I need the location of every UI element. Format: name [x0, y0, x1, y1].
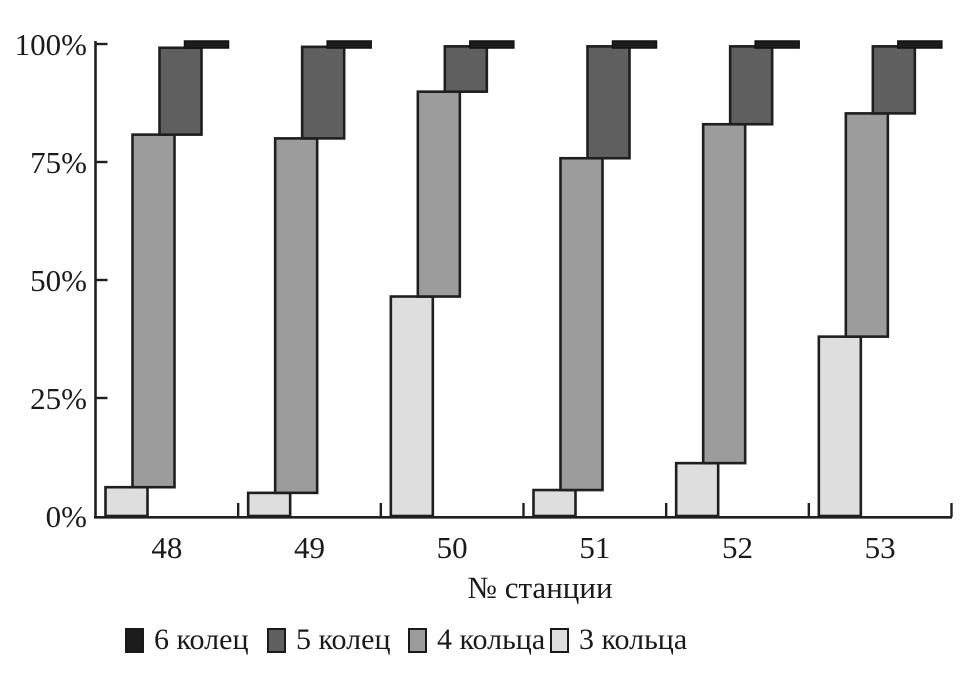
y-tick-label: 0%: [46, 499, 87, 534]
legend-label-5-rings: 5 колец: [296, 623, 391, 656]
bar-segment-53-4-кольца: [844, 112, 890, 338]
bar-segment-49-3-кольца: [246, 491, 292, 518]
legend-swatch-4-rings: [408, 627, 427, 653]
bar-segment-49-4-кольца: [273, 137, 319, 495]
bar-segment-49-5-колец: [300, 45, 346, 140]
bar-segment-49-6-колец: [326, 40, 372, 49]
y-tick-label: 25%: [30, 381, 87, 416]
x-category-label: 50: [437, 530, 468, 565]
legend-item-4-rings: 4 кольца: [408, 623, 546, 656]
y-tick-label: 50%: [30, 263, 87, 298]
bar-segment-50-4-кольца: [416, 90, 462, 298]
bar-segment-51-3-кольца: [532, 488, 577, 518]
bar-segment-50-3-кольца: [389, 295, 435, 518]
x-axis-title: № станции: [467, 570, 613, 605]
bar-segment-48-6-колец: [183, 40, 230, 49]
legend-label-6-rings: 6 колец: [154, 623, 249, 656]
x-category-label: 48: [151, 530, 182, 565]
chart-canvas: 0% 25% 50% 75% 100% 48 49 50 51 52 53: [15, 27, 953, 565]
legend-label-4-rings: 4 кольца: [437, 623, 546, 656]
y-tick-label: 75%: [30, 145, 87, 180]
bar-segment-52-4-кольца: [701, 122, 747, 465]
bar-segment-51-5-колец: [586, 45, 631, 160]
x-category-label: 51: [579, 530, 610, 565]
bar-segment-52-5-колец: [728, 45, 774, 126]
bar-segment-50-6-колец: [469, 40, 515, 49]
bar-segment-52-3-кольца: [674, 461, 720, 518]
bar-segment-52-6-колец: [754, 40, 800, 49]
bar-segment-53-6-колец: [897, 40, 943, 49]
x-category-label: 49: [294, 530, 325, 565]
legend-item-3-rings: 3 кольца: [550, 623, 688, 656]
bar-segment-53-5-колец: [871, 45, 917, 115]
bar-segment-48-3-кольца: [104, 485, 149, 518]
legend-item-6-rings: 6 колец: [125, 623, 249, 656]
legend-swatch-6-rings: [125, 627, 144, 653]
bar-segment-50-5-колец: [443, 45, 489, 93]
legend-label-3-rings: 3 кольца: [579, 623, 688, 656]
y-tick-label: 100%: [15, 27, 87, 62]
x-category-label: 52: [722, 530, 753, 565]
bar-segment-51-6-колец: [611, 40, 658, 49]
legend-swatch-3-rings: [550, 627, 569, 653]
bar-segment-53-3-кольца: [817, 335, 863, 518]
x-category-label: 53: [865, 530, 896, 565]
bar-segment-48-4-кольца: [131, 133, 176, 489]
bar-segment-48-5-колец: [158, 46, 203, 136]
legend-item-5-rings: 5 колец: [267, 623, 391, 656]
bar-segment-51-4-кольца: [559, 156, 604, 492]
legend-swatch-5-rings: [267, 627, 286, 653]
